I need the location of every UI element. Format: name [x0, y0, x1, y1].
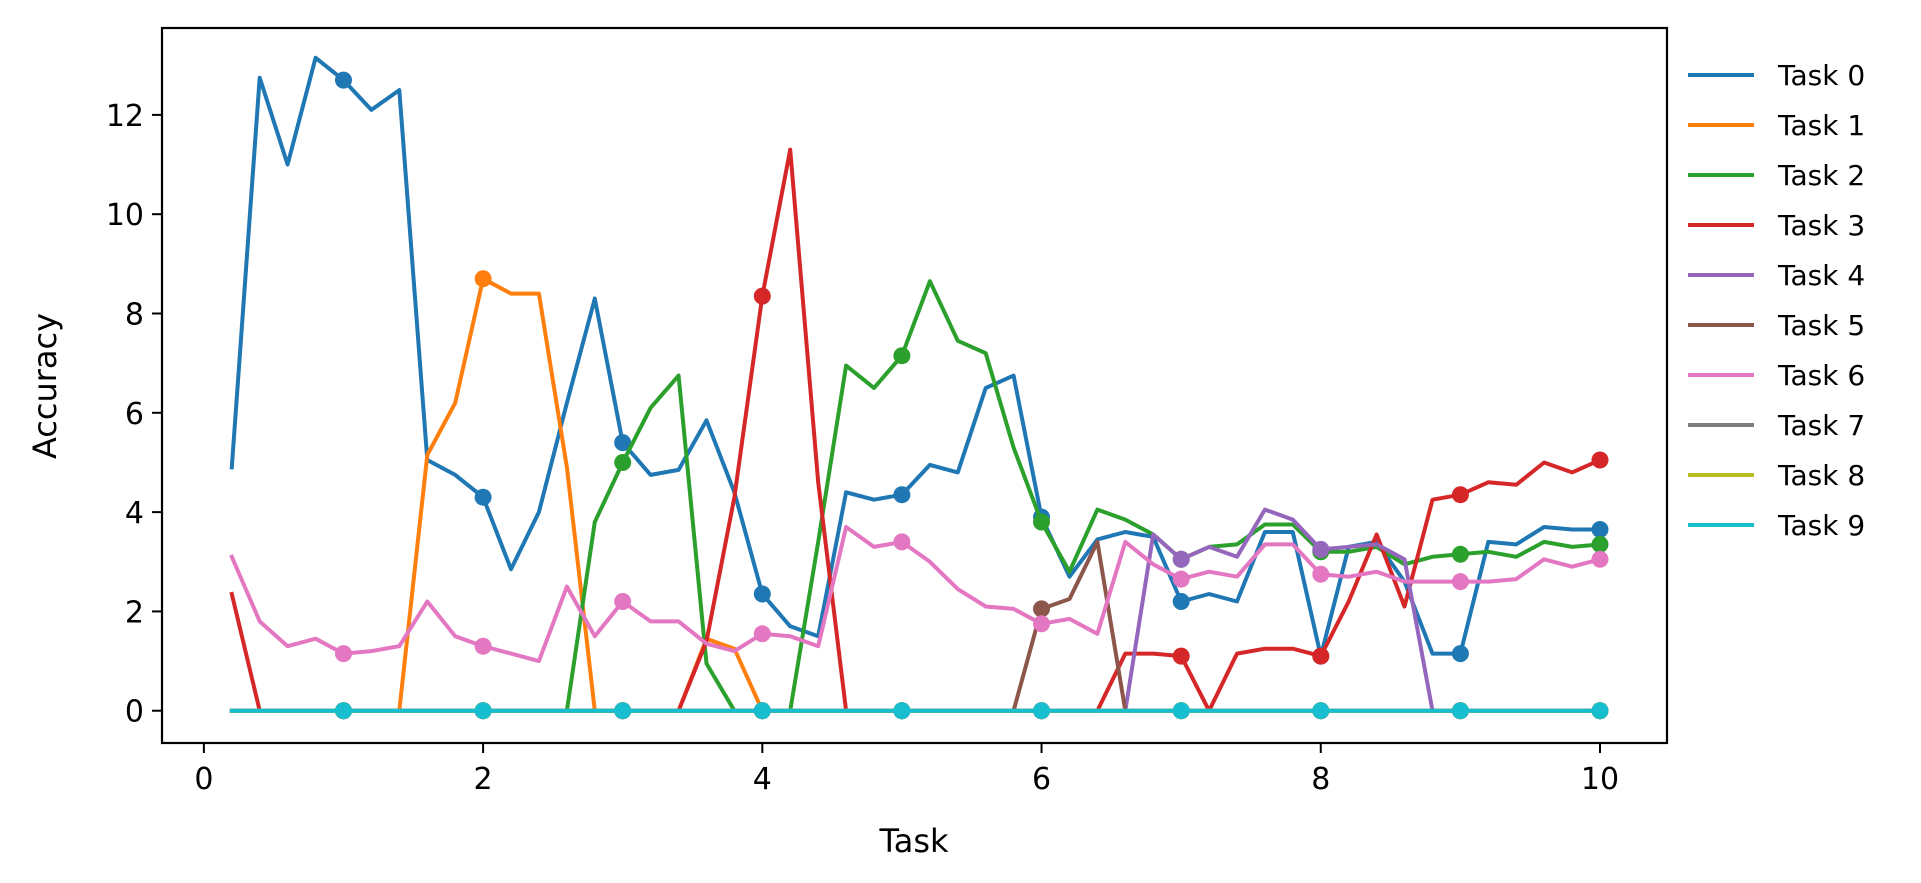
- series-task-0: [229, 55, 1609, 665]
- data-point-task-9: [753, 702, 771, 720]
- x-tick-label: 10: [1581, 762, 1619, 797]
- data-point-task-3: [1591, 451, 1609, 469]
- y-tick-label: 6: [125, 397, 144, 432]
- data-point-task-0: [753, 585, 771, 603]
- data-point-task-3: [753, 287, 771, 305]
- legend-item-task-1: Task 1: [1688, 109, 1865, 142]
- data-point-task-9: [1033, 702, 1050, 720]
- data-point-task-9: [614, 702, 632, 720]
- legend-item-task-0: Task 0: [1688, 59, 1865, 92]
- legend-label: Task 3: [1777, 209, 1865, 242]
- legend-item-task-7: Task 7: [1688, 409, 1865, 442]
- data-point-task-0: [335, 71, 352, 89]
- data-point-task-0: [1172, 593, 1190, 610]
- data-point-task-2: [614, 454, 632, 471]
- series-task-5: [229, 539, 1609, 720]
- data-point-task-2: [1451, 545, 1469, 563]
- series-line-task-3: [229, 147, 1603, 713]
- y-tick-label: 2: [125, 595, 144, 630]
- legend-item-task-5: Task 5: [1688, 309, 1865, 342]
- data-point-task-2: [1591, 535, 1609, 553]
- legend-label: Task 5: [1777, 309, 1865, 342]
- legend-label: Task 7: [1777, 409, 1865, 442]
- data-point-task-4: [1172, 550, 1190, 568]
- x-tick-label: 8: [1311, 762, 1330, 797]
- series-line-task-2: [229, 279, 1603, 713]
- data-point-task-2: [893, 347, 911, 365]
- legend-label: Task 9: [1777, 509, 1865, 542]
- data-point-task-6: [474, 637, 492, 655]
- data-point-task-6: [753, 625, 771, 643]
- data-point-task-0: [614, 434, 632, 452]
- x-tick-label: 6: [1032, 762, 1051, 797]
- data-point-task-4: [1312, 540, 1330, 558]
- series-line-task-0: [229, 55, 1602, 659]
- data-point-task-0: [1591, 521, 1609, 538]
- data-point-task-5: [1033, 600, 1050, 618]
- data-point-task-3: [1451, 486, 1469, 504]
- legend-label: Task 4: [1777, 259, 1865, 292]
- data-point-task-9: [1451, 702, 1469, 720]
- series-task-2: [229, 279, 1609, 720]
- x-axis-label: Task: [878, 822, 949, 860]
- series-task-1: [229, 270, 1609, 720]
- legend-item-task-3: Task 3: [1688, 209, 1865, 242]
- y-tick-label: 4: [125, 496, 144, 531]
- data-point-task-6: [1451, 573, 1469, 591]
- y-tick-label: 8: [125, 298, 144, 333]
- y-axis-ticks: 0 2 4 6 8 10 12: [106, 99, 162, 730]
- legend-item-task-4: Task 4: [1688, 259, 1865, 292]
- data-point-task-9: [335, 702, 352, 720]
- series-line-task-4: [229, 507, 1602, 713]
- series-line-task-6: [229, 525, 1603, 664]
- plot-frame: [160, 26, 1669, 745]
- x-tick-label: 0: [194, 762, 213, 797]
- series-layer: [229, 55, 1609, 720]
- data-point-task-0: [474, 488, 492, 506]
- x-axis-ticks: 0 2 4 6 8 10: [194, 743, 1619, 797]
- legend-label: Task 1: [1777, 109, 1865, 142]
- x-tick-label: 4: [753, 762, 772, 797]
- y-axis-label: Accuracy: [26, 313, 64, 459]
- legend-item-task-2: Task 2: [1688, 159, 1865, 192]
- data-point-task-9: [1312, 702, 1330, 720]
- data-point-task-1: [474, 270, 492, 288]
- legend-label: Task 6: [1777, 359, 1865, 392]
- data-point-task-2: [1033, 513, 1050, 531]
- series-task-6: [229, 525, 1609, 664]
- data-point-task-0: [893, 486, 911, 504]
- data-point-task-6: [1033, 615, 1050, 633]
- legend-item-task-6: Task 6: [1688, 359, 1865, 392]
- y-tick-label: 10: [106, 198, 144, 233]
- data-point-task-6: [1591, 550, 1609, 568]
- legend-label: Task 0: [1777, 59, 1865, 92]
- data-point-task-6: [1312, 565, 1330, 583]
- legend-item-task-9: Task 9: [1688, 509, 1865, 542]
- series-line-task-1: [229, 276, 1602, 713]
- y-tick-label: 12: [106, 99, 144, 134]
- data-point-task-6: [1172, 570, 1190, 588]
- data-point-task-9: [474, 702, 492, 720]
- data-point-task-9: [1591, 702, 1609, 720]
- legend: Task 0 Task 1 Task 2 Task 3 Task 4 Task 5 Task…: [1688, 59, 1865, 542]
- legend-label: Task 2: [1777, 159, 1865, 192]
- data-point-task-3: [1172, 647, 1190, 665]
- data-point-task-9: [1172, 702, 1190, 720]
- data-point-task-6: [893, 533, 911, 551]
- legend-label: Task 8: [1777, 459, 1865, 492]
- y-tick-label: 0: [125, 695, 144, 730]
- x-tick-label: 2: [474, 762, 493, 797]
- data-point-task-3: [1312, 647, 1330, 665]
- data-point-task-6: [335, 645, 352, 663]
- legend-item-task-8: Task 8: [1688, 459, 1865, 492]
- data-point-task-6: [614, 593, 632, 610]
- data-point-task-0: [1451, 645, 1469, 663]
- data-point-task-9: [893, 702, 911, 720]
- series-task-9: [229, 702, 1609, 720]
